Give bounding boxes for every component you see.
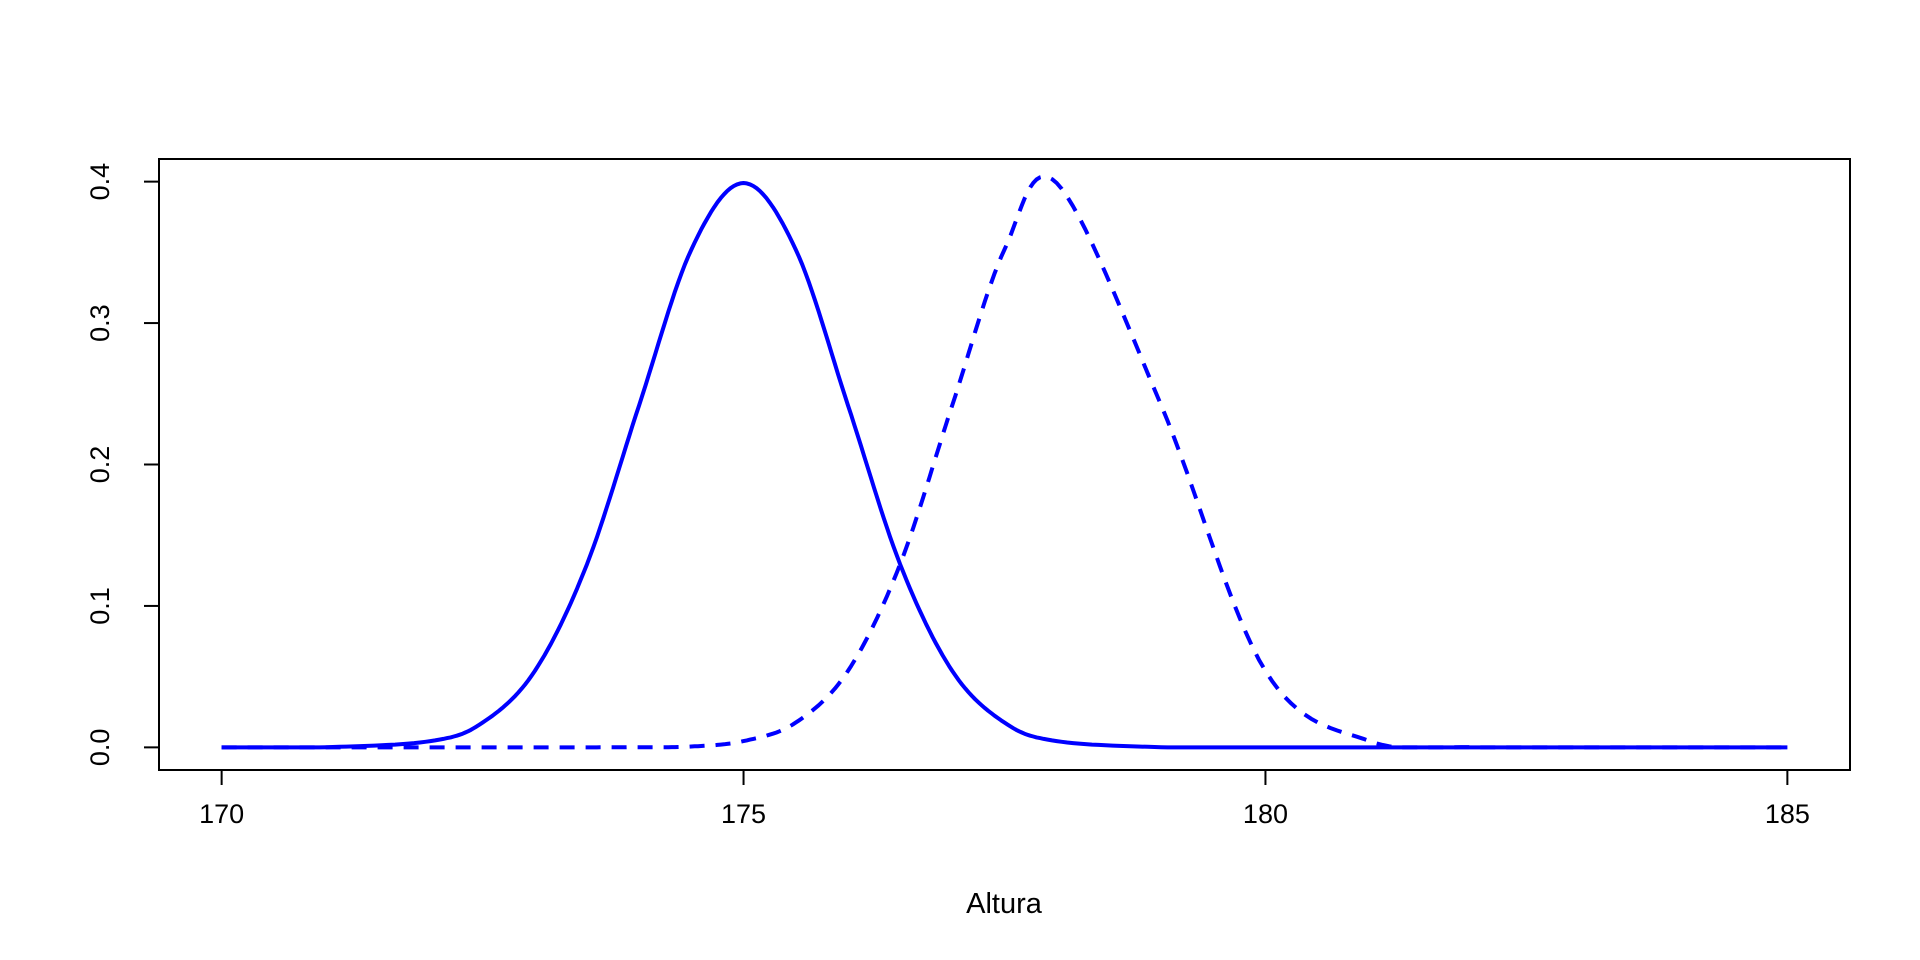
series-layer xyxy=(221,174,1788,750)
y-tick-label: 0.3 xyxy=(85,304,115,342)
x-axis-title: Altura xyxy=(966,888,1043,920)
x-tick-label: 170 xyxy=(199,799,244,829)
x-tick-label: 185 xyxy=(1765,799,1810,829)
x-tick-label: 175 xyxy=(721,799,766,829)
y-tick-label: 0.4 xyxy=(85,163,115,201)
series-line-dashed xyxy=(221,174,1788,750)
x-axis: 170 175 180 185 xyxy=(199,769,1810,829)
x-tick-label: 180 xyxy=(1243,799,1288,829)
y-tick-label: 0.2 xyxy=(85,446,115,484)
y-tick-label: 0.1 xyxy=(85,587,115,625)
y-axis: 0.0 0.1 0.2 0.3 0.4 xyxy=(85,163,160,767)
series-line-solid xyxy=(221,181,1788,750)
y-tick-label: 0.0 xyxy=(85,729,115,767)
